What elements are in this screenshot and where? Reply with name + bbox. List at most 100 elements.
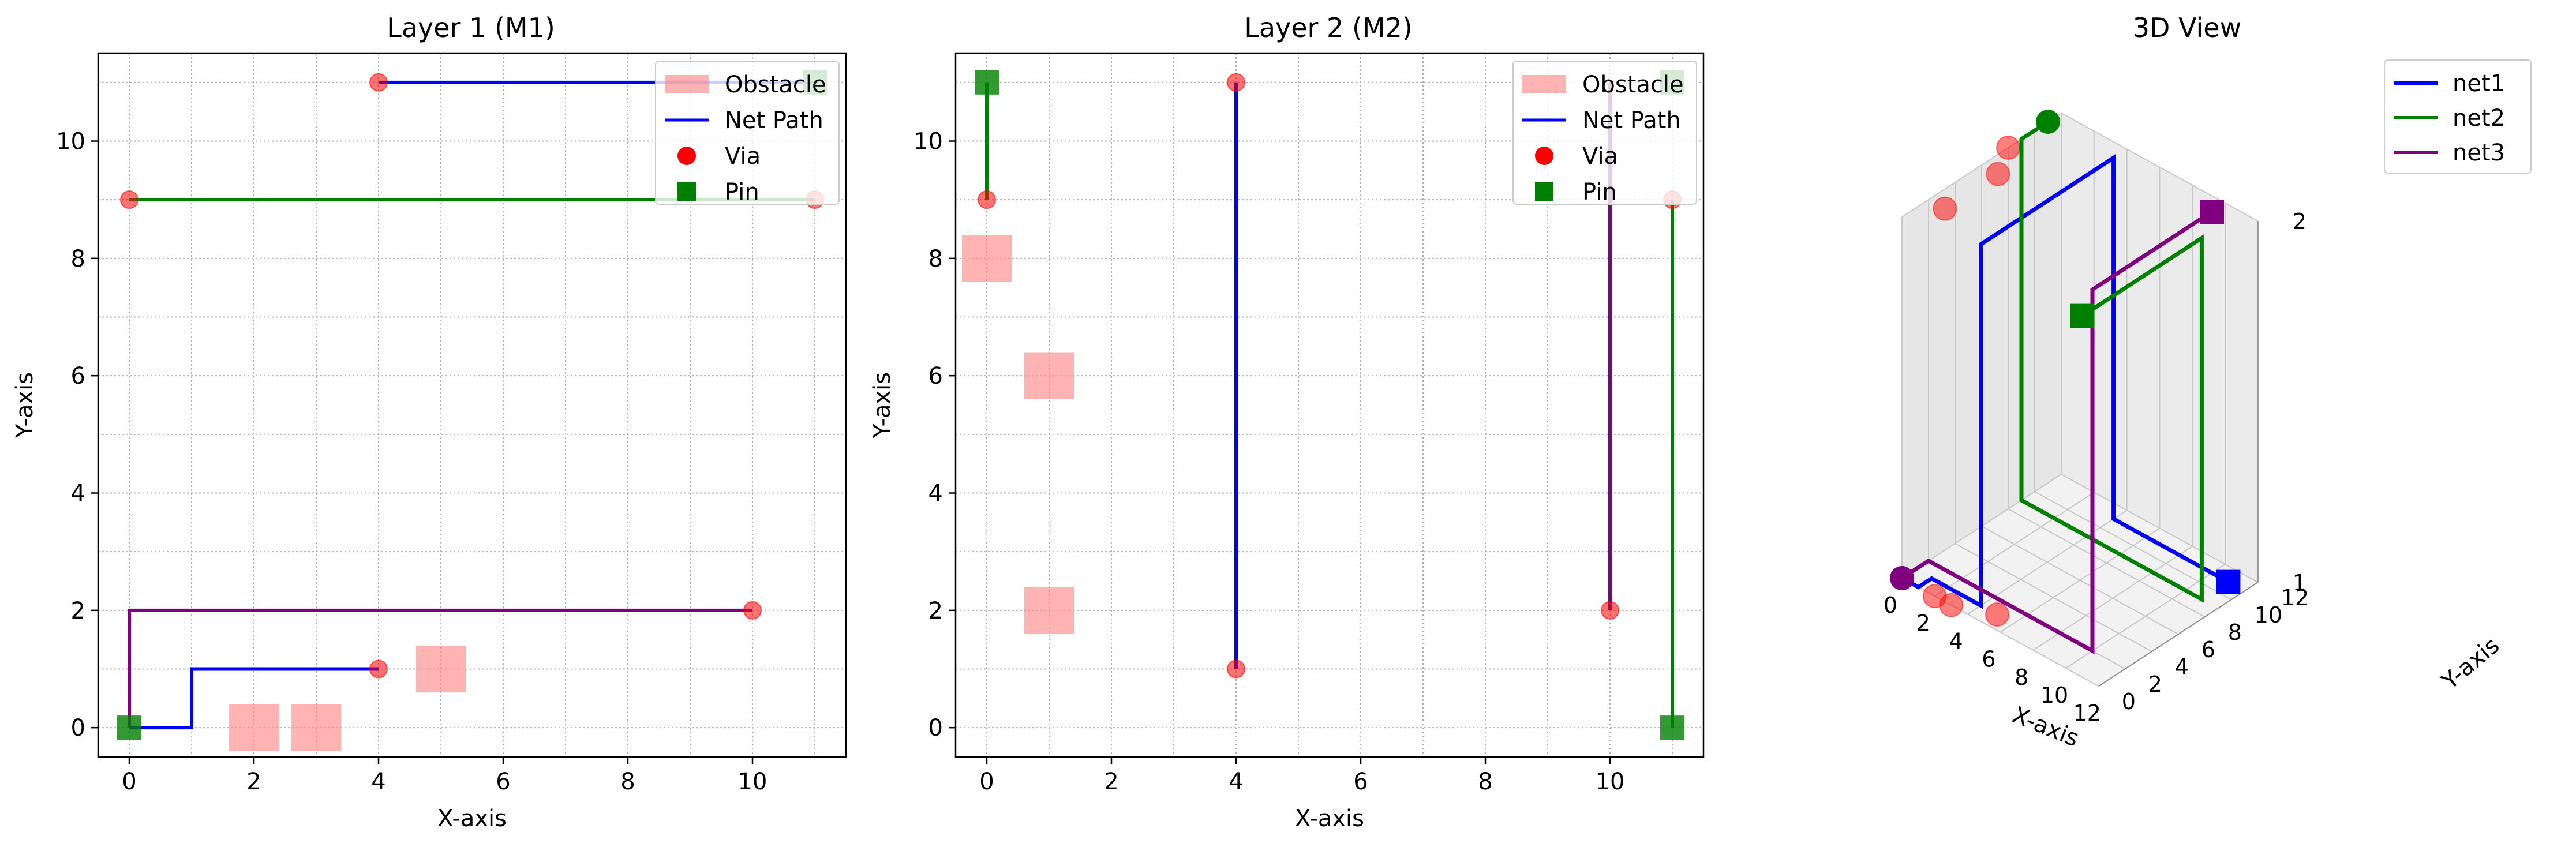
layer1-chart: Layer 1 (M1) 0 2 4 6 8 10 0 2 4 6 8 10 X-axis Y-axi… [12,12,847,832]
y-tick-label: 6 [71,363,85,389]
x-tick-label: 10 [2040,683,2068,708]
x-tick-label: 8 [1478,769,1492,795]
grid-lines [956,53,1703,757]
x-tick-label: 10 [1596,769,1625,795]
via-0 [978,190,996,209]
y-tick-label: 2 [71,598,85,624]
via-2 [120,190,138,209]
obstacle-2 [1024,587,1074,634]
obstacle-marker-2 [1985,602,2009,627]
x-tick-label: 10 [738,769,767,795]
via-3 [1601,601,1619,620]
axis-ticks: 0 2 4 6 8 10 0 2 4 6 8 10 [56,129,767,796]
axis-ticks: 0 2 4 6 8 10 0 2 4 6 8 10 [913,129,1624,796]
via-2 [1227,659,1245,679]
legend: Obstacle Net Path Via Pin [1512,61,1697,205]
3d-obstacle-markers [1922,136,2020,627]
obstacle-0 [229,704,279,751]
x-axis-label: X-axis [1295,805,1364,832]
x-tick-label: 6 [1982,647,1995,672]
via-1 [369,73,388,92]
pin-1 [1660,715,1684,740]
legend-label: Via [725,143,761,170]
y-tick-label: 4 [71,481,85,507]
chart-title: Layer 2 (M2) [1244,12,1413,43]
legend-label: net1 [2453,70,2505,97]
x-tick-label: 0 [979,769,994,795]
obstacle-1 [1024,352,1074,399]
y-tick-label: 6 [2201,637,2215,662]
legend-obstacle-swatch [1522,75,1566,93]
net1-end-marker [2216,569,2241,594]
y-tick-label: 0 [2122,689,2136,714]
y-tick-label: 2 [2148,672,2162,697]
legend-pin-swatch [1535,182,1553,201]
y-tick-label: 2 [928,598,943,624]
via-4 [743,601,762,620]
legend: Obstacle Net Path Via Pin [655,61,840,205]
obstacles [229,645,466,751]
legend-obstacle-swatch [665,75,709,93]
legend-box [655,61,840,205]
net2-3d-path [2019,120,2204,603]
legend-label: Net Path [725,107,823,134]
y-tick-label: 0 [71,715,85,741]
legend: net1 net2 net3 [2384,59,2532,174]
plot-frame [954,52,1705,758]
obstacle-marker-1 [1939,593,1964,617]
y-tick-label: 0 [928,715,943,741]
chart-title: Layer 1 (M1) [387,12,555,43]
3d-net-paths [1901,120,2230,654]
x-axis-label: X-axis [2009,702,2083,752]
obstacles [961,235,1074,634]
x-tick-label: 2 [246,769,261,795]
layer2-chart: Layer 2 (M2) 0 2 4 6 8 10 0 2 4 6 8 10 X-axis Y-axi… [869,12,1705,832]
net2-start-marker [2036,110,2060,134]
chart-title: 3D View [2133,12,2241,43]
pin-0 [975,70,999,95]
net1-path-0 [129,667,379,730]
x-tick-label: 6 [1353,769,1368,795]
legend-label: Via [1582,143,1618,170]
x-tick-label: 6 [496,769,510,795]
y-axis-label: Y-axis [12,372,38,439]
legend-via-swatch [677,147,696,165]
legend-box [2384,59,2532,174]
y-tick-label: 10 [56,129,85,155]
x-tick-label: 0 [122,769,136,795]
z-tick-label: 1 [2293,570,2307,595]
3d-grid-line [1901,112,2259,222]
net2-end-marker [2070,303,2095,328]
x-tick-label: 12 [2073,700,2101,726]
3d-axis-line [2098,221,2259,687]
x-axis-label: X-axis [437,805,507,832]
legend-label: Obstacle [1582,72,1684,98]
obstacle-0 [961,235,1012,282]
legend-label: Pin [1582,179,1617,205]
obstacle-marker-4 [1986,162,2010,186]
y-axis-label: Y-axis [869,372,896,439]
pin-0 [117,715,141,740]
x-tick-label: 8 [620,769,635,795]
net3-path-3 [128,608,752,728]
x-tick-label: 4 [1229,769,1243,795]
3d-grid-line [2034,491,2232,601]
legend-label: Net Path [1582,107,1681,134]
y-tick-label: 8 [928,246,943,272]
y-axis-label: Y-axis [2436,632,2504,695]
x-tick-label: 4 [1949,628,1963,654]
net3-start-marker [1890,566,1914,590]
legend-label: Obstacle [725,72,826,98]
net1-3d-path [1901,153,2230,609]
y-tick-label: 8 [71,246,85,272]
legend-pin-swatch [677,182,696,201]
via-0 [369,659,388,679]
y-tick-label: 8 [2228,620,2242,645]
y-tick-label: 10 [913,129,943,155]
net3-end-marker [2200,200,2224,224]
legend-via-swatch [1535,147,1553,165]
y-tick-label: 4 [928,481,943,507]
